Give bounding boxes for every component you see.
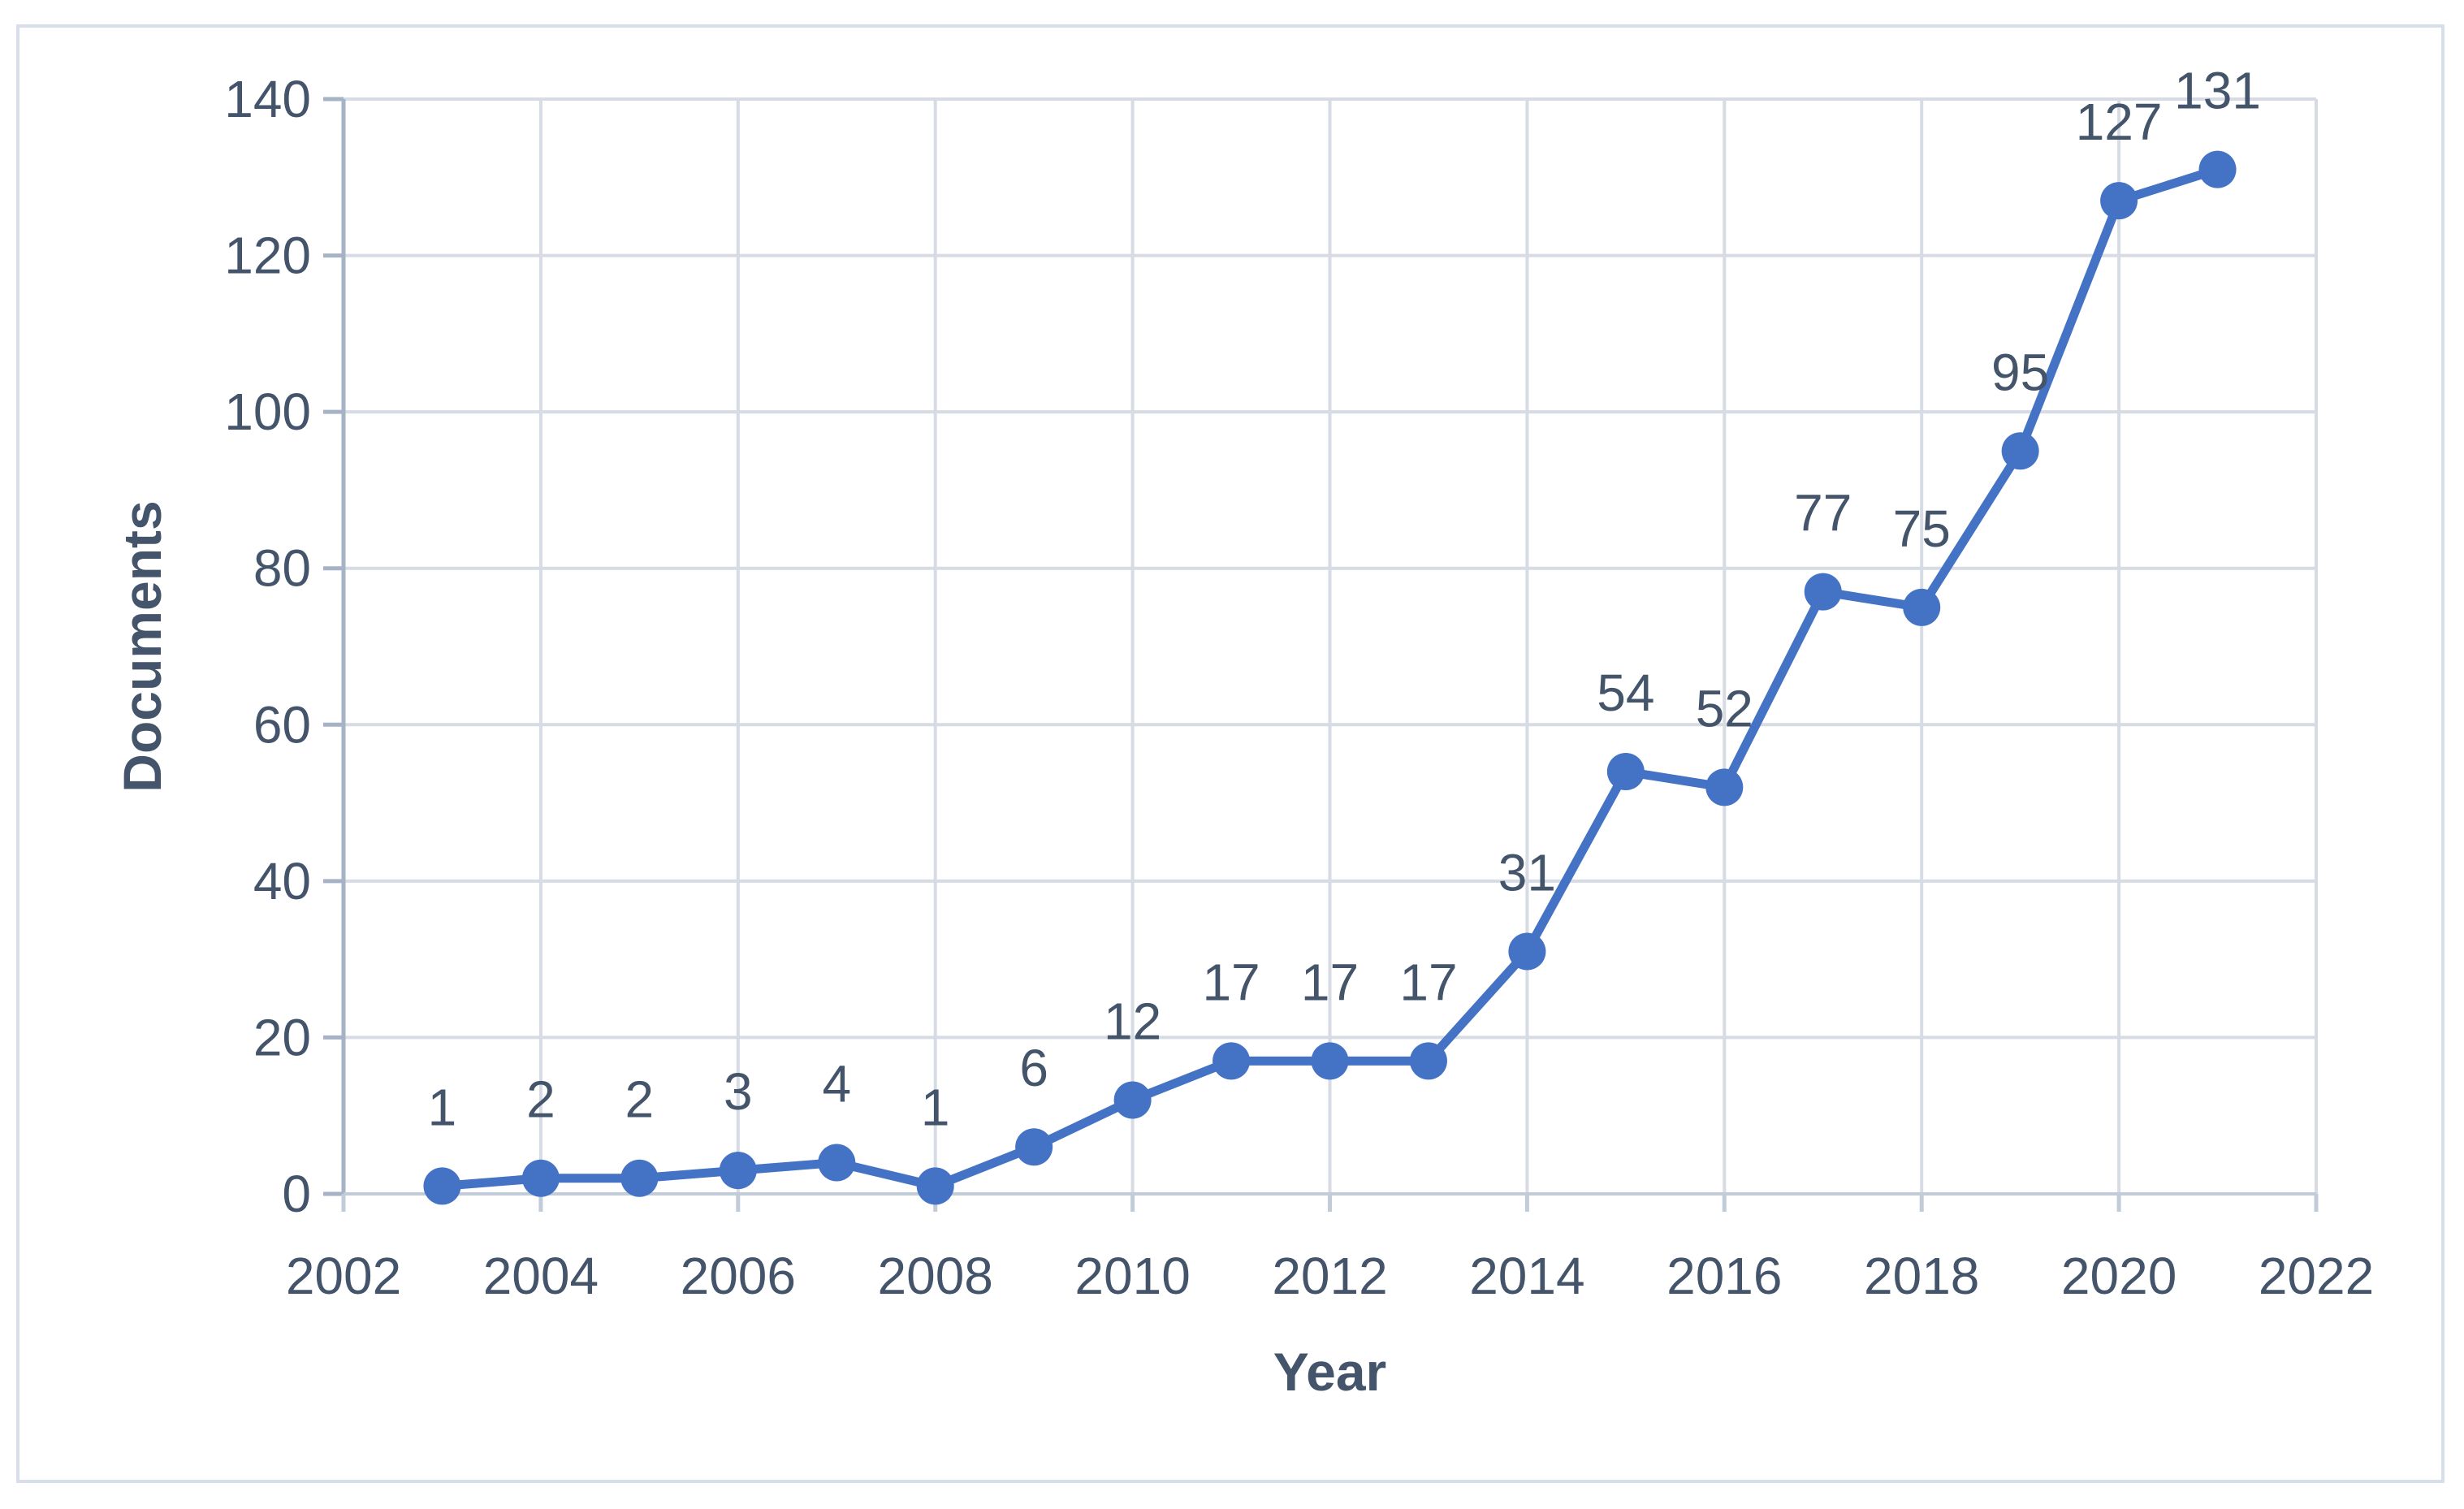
data-point-marker — [1705, 768, 1744, 806]
data-point-marker — [1015, 1128, 1053, 1166]
horizontal-gridlines — [344, 97, 2316, 1040]
y-tick-label: 140 — [224, 70, 311, 128]
data-point-marker — [2198, 150, 2237, 188]
x-tick-label: 2008 — [878, 1247, 993, 1305]
data-label: 3 — [724, 1062, 753, 1121]
data-point-marker — [1213, 1042, 1251, 1080]
x-tick-label: 2022 — [2259, 1247, 2374, 1305]
data-label: 4 — [822, 1054, 851, 1113]
data-label: 1 — [921, 1078, 950, 1136]
data-label: 1 — [428, 1078, 457, 1136]
x-tick-label: 2010 — [1074, 1247, 1190, 1305]
data-point-marker — [521, 1159, 560, 1197]
y-axis-tick-labels: 0 20 40 60 80 100 120 140 — [224, 70, 311, 1223]
data-point-marker — [2100, 182, 2138, 220]
y-tick-label: 20 — [253, 1008, 311, 1066]
y-tick-label: 40 — [253, 852, 311, 910]
data-label: 17 — [1301, 953, 1359, 1011]
data-label: 31 — [1498, 844, 1556, 902]
x-tick-label: 2018 — [1864, 1247, 1979, 1305]
data-point-marker — [423, 1167, 461, 1205]
data-point-marker — [1508, 932, 1546, 971]
data-point-marker — [1804, 573, 1842, 611]
data-label: 6 — [1019, 1039, 1048, 1097]
tick-marks — [323, 97, 2319, 1212]
y-tick-label: 0 — [282, 1165, 311, 1223]
data-label: 17 — [1202, 953, 1260, 1011]
data-label: 12 — [1104, 992, 1161, 1050]
x-tick-label: 2020 — [2061, 1247, 2177, 1305]
data-point-marker — [1606, 753, 1645, 791]
data-label: 75 — [1893, 499, 1951, 558]
data-label: 54 — [1597, 664, 1654, 722]
vertical-gridlines — [538, 99, 2318, 1194]
data-point-markers — [423, 150, 2237, 1205]
data-label: 17 — [1399, 953, 1457, 1011]
data-label: 2 — [526, 1070, 555, 1129]
data-point-marker — [1311, 1042, 1349, 1080]
x-tick-label: 2006 — [681, 1247, 796, 1305]
x-tick-label: 2014 — [1469, 1247, 1584, 1305]
y-tick-label: 60 — [253, 695, 311, 754]
data-label: 131 — [2174, 62, 2261, 120]
x-tick-label: 2012 — [1272, 1247, 1387, 1305]
data-label: 95 — [1991, 343, 2049, 401]
data-point-marker — [1113, 1081, 1152, 1119]
y-tick-label: 120 — [224, 227, 311, 285]
x-tick-label: 2004 — [483, 1247, 599, 1305]
data-label: 52 — [1696, 679, 1753, 737]
data-point-marker — [916, 1167, 954, 1205]
y-tick-label: 80 — [253, 539, 311, 598]
data-point-marker — [1409, 1042, 1447, 1080]
data-label: 77 — [1794, 484, 1852, 543]
y-tick-label: 100 — [224, 383, 311, 441]
data-point-marker — [719, 1152, 757, 1190]
x-axis-title: Year — [1273, 1342, 1386, 1402]
data-label: 127 — [2076, 93, 2163, 151]
data-point-marker — [818, 1144, 856, 1182]
data-point-marker — [2001, 432, 2039, 470]
chart-frame — [16, 24, 2445, 1483]
data-point-marker — [620, 1159, 659, 1197]
y-axis-title: Documents — [112, 500, 172, 792]
x-tick-label: 2002 — [286, 1247, 401, 1305]
data-label: 2 — [625, 1070, 655, 1129]
data-point-marker — [1903, 588, 1941, 626]
x-axis-tick-labels: 2002 2004 2006 2008 2010 2012 2014 2016 2018 2020… — [286, 1247, 2374, 1305]
x-tick-label: 2016 — [1666, 1247, 1782, 1305]
